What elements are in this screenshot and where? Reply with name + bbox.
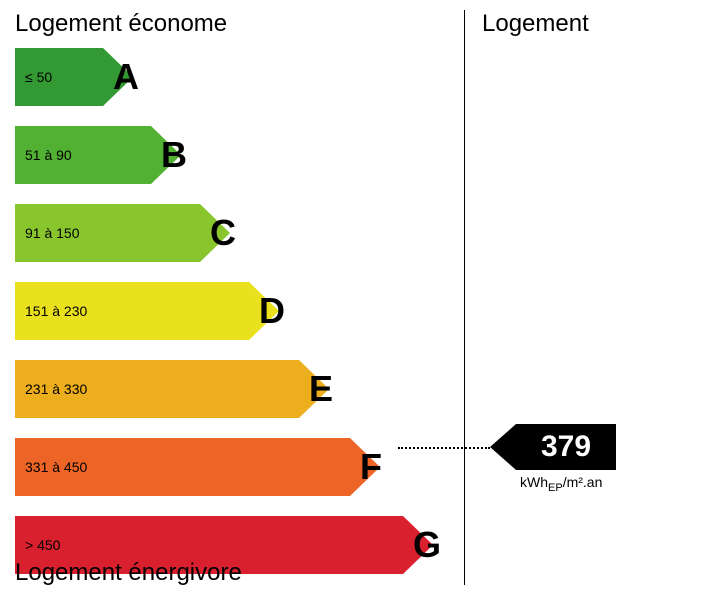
- indicator-dotted-line: [398, 447, 490, 449]
- bar-body: 231 à 330: [15, 360, 299, 418]
- bar-letter: F: [360, 446, 382, 488]
- bar-letter: A: [113, 56, 139, 98]
- bar-range-label: 331 à 450: [25, 459, 87, 475]
- bar-range-label: 91 à 150: [25, 225, 80, 241]
- title-logement: Logement: [482, 10, 589, 38]
- bar-body: 151 à 230: [15, 282, 249, 340]
- bar-letter: C: [210, 212, 236, 254]
- bar-range-label: ≤ 50: [25, 69, 52, 85]
- bar-body: ≤ 50: [15, 48, 103, 106]
- indicator-value: 379: [541, 430, 591, 464]
- bar-letter: B: [161, 134, 187, 176]
- bar-letter: G: [413, 524, 441, 566]
- title-energivore: Logement énergivore: [15, 559, 242, 587]
- bar-letter: D: [259, 290, 285, 332]
- title-econome: Logement économe: [15, 10, 227, 38]
- bar-body: 91 à 150: [15, 204, 200, 262]
- indicator-arrow: [490, 424, 516, 470]
- bar-range-label: 151 à 230: [25, 303, 87, 319]
- bar-range-label: 231 à 330: [25, 381, 87, 397]
- bar-body: 51 à 90: [15, 126, 151, 184]
- bar-range-label: 51 à 90: [25, 147, 72, 163]
- bar-body: 331 à 450: [15, 438, 350, 496]
- bar-range-label: > 450: [25, 537, 60, 553]
- vertical-divider: [464, 10, 465, 585]
- bar-letter: E: [309, 368, 333, 410]
- indicator-unit: kWhEP/m².an: [520, 474, 602, 494]
- indicator-badge: 379: [516, 424, 616, 470]
